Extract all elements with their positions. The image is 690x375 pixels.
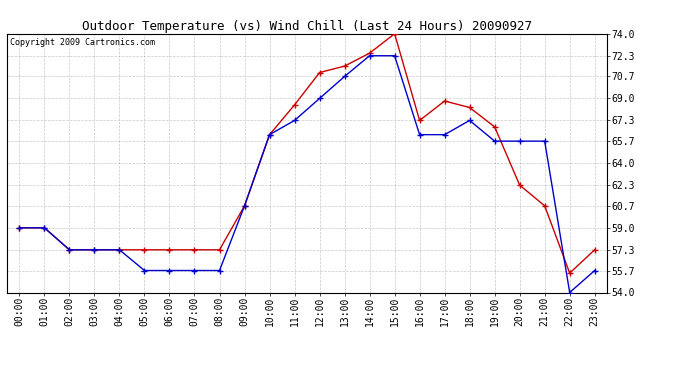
Text: Copyright 2009 Cartronics.com: Copyright 2009 Cartronics.com (10, 38, 155, 46)
Title: Outdoor Temperature (vs) Wind Chill (Last 24 Hours) 20090927: Outdoor Temperature (vs) Wind Chill (Las… (82, 20, 532, 33)
